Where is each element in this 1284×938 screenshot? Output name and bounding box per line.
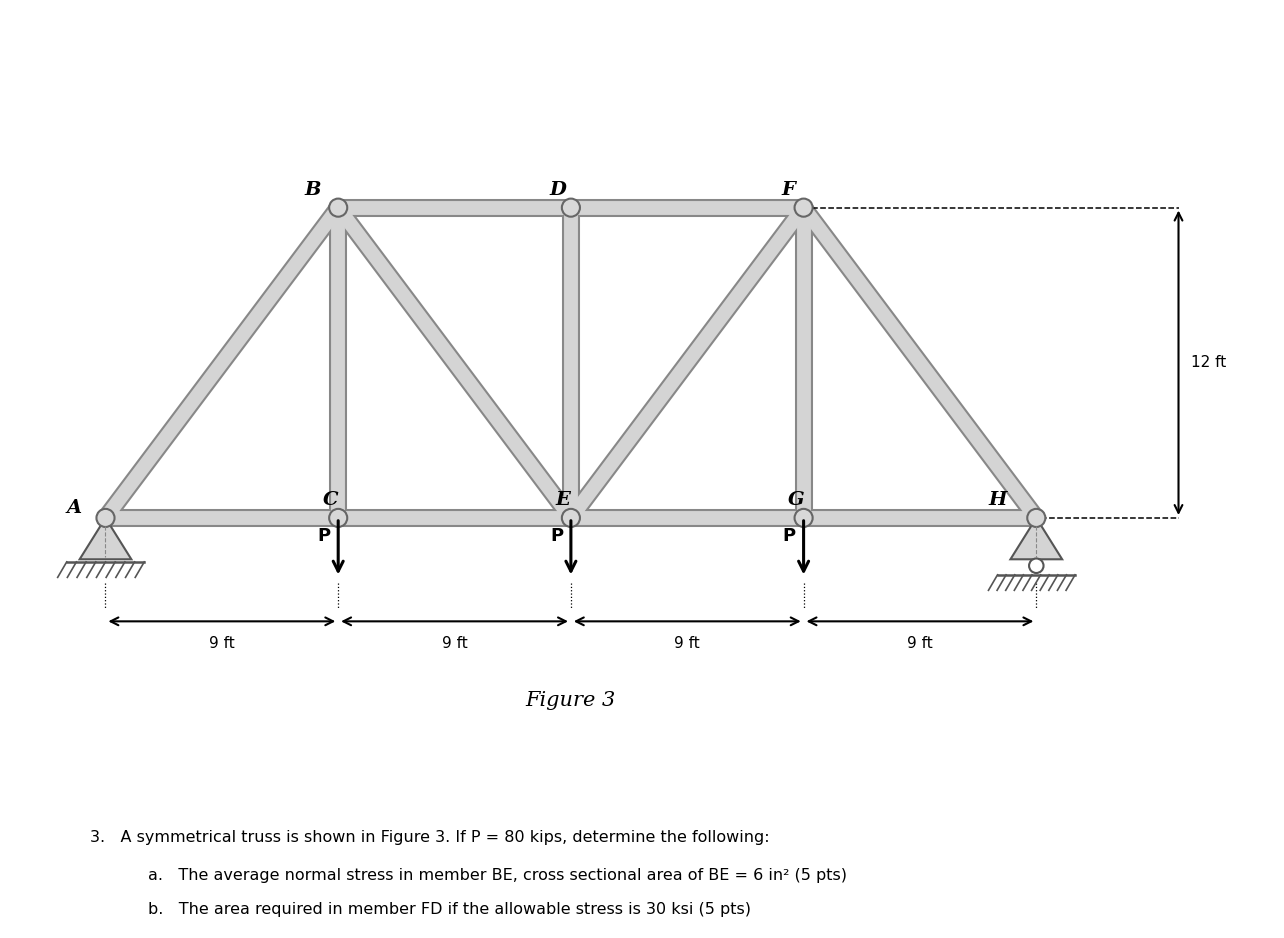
Text: B: B <box>304 180 321 199</box>
Polygon shape <box>1011 518 1062 559</box>
Text: 9 ft: 9 ft <box>907 636 932 651</box>
Text: 3.   A symmetrical truss is shown in Figure 3. If P = 80 kips, determine the fol: 3. A symmetrical truss is shown in Figur… <box>90 830 769 845</box>
Text: A: A <box>67 499 82 517</box>
Circle shape <box>329 509 347 527</box>
Circle shape <box>795 199 813 217</box>
Text: H: H <box>989 491 1007 508</box>
Circle shape <box>562 509 580 527</box>
Circle shape <box>795 509 813 527</box>
Text: F: F <box>781 180 795 199</box>
Text: C: C <box>322 491 338 508</box>
Text: 9 ft: 9 ft <box>674 636 700 651</box>
Circle shape <box>562 199 580 217</box>
Text: 12 ft: 12 ft <box>1192 356 1226 371</box>
Text: P: P <box>317 527 330 545</box>
Text: P: P <box>783 527 796 545</box>
Text: b.   The area required in member FD if the allowable stress is 30 ksi (5 pts): b. The area required in member FD if the… <box>148 902 751 917</box>
Text: P: P <box>550 527 564 545</box>
Polygon shape <box>80 518 131 559</box>
Text: D: D <box>550 180 566 199</box>
Text: 9 ft: 9 ft <box>442 636 467 651</box>
Circle shape <box>1028 558 1044 573</box>
Text: Figure 3: Figure 3 <box>525 691 616 710</box>
Text: G: G <box>787 491 804 508</box>
Circle shape <box>329 199 347 217</box>
Text: a.   The average normal stress in member BE, cross sectional area of BE = 6 in² : a. The average normal stress in member B… <box>148 868 846 883</box>
Circle shape <box>1027 509 1045 527</box>
Text: 9 ft: 9 ft <box>209 636 235 651</box>
Circle shape <box>96 509 114 527</box>
Text: E: E <box>556 491 570 508</box>
